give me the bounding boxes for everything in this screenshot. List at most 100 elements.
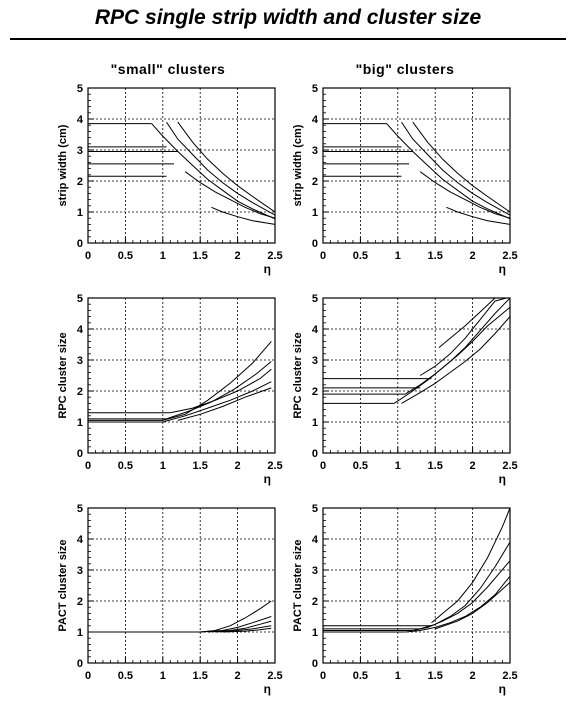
- x-tick-label: 2: [470, 250, 476, 262]
- series-line-5: [222, 627, 272, 633]
- series-line-3: [419, 298, 507, 376]
- column-title-big: "big" clusters: [355, 61, 455, 77]
- x-tick-label: 1.5: [193, 250, 208, 262]
- y-tick-label: 0: [312, 448, 318, 460]
- x-tick-label: 2.5: [502, 250, 517, 262]
- x-tick-label: 0.5: [118, 670, 133, 682]
- series-line-3: [207, 620, 272, 633]
- plot-frame: [322, 87, 511, 244]
- x-tick-label: 0: [85, 250, 91, 262]
- x-axis-label: η: [264, 682, 271, 696]
- series-line-7: [184, 171, 275, 219]
- series-line-0: [88, 341, 272, 421]
- y-tick-label: 2: [77, 386, 83, 398]
- series-line-3: [401, 121, 510, 216]
- x-axis-label: η: [264, 472, 271, 486]
- chart-panel-strip-width-big: 0 0.5 1 1.5 2 2.5 0 1 2 3 4 5 η strip width (cm): [292, 83, 518, 276]
- series-line-3: [166, 121, 275, 216]
- y-tick-label: 3: [312, 145, 318, 157]
- y-tick-label: 3: [77, 145, 83, 157]
- y-tick-label: 3: [77, 565, 83, 577]
- x-tick-label: 0.5: [353, 460, 368, 472]
- x-tick-label: 0: [320, 460, 326, 472]
- x-axis-label: η: [499, 682, 506, 696]
- y-axis-label: strip width (cm): [292, 124, 304, 206]
- chart-panel-strip-width-small: 0 0.5 1 1.5 2 2.5 0 1 2 3 4 5 η strip width (cm): [57, 83, 283, 276]
- series-line-1: [151, 123, 275, 220]
- title-divider: [10, 38, 566, 40]
- y-tick-label: 3: [312, 355, 318, 367]
- y-tick-label: 0: [312, 238, 318, 250]
- series-line-7: [393, 306, 510, 404]
- x-tick-label: 0: [85, 460, 91, 472]
- x-tick-label: 2.5: [502, 460, 517, 472]
- y-tick-label: 1: [77, 207, 83, 219]
- y-tick-label: 1: [77, 417, 83, 429]
- x-tick-label: 1: [160, 670, 166, 682]
- y-tick-label: 1: [312, 417, 318, 429]
- y-axis-label: strip width (cm): [57, 124, 69, 206]
- x-tick-label: 1.5: [428, 670, 443, 682]
- series-line-8: [435, 582, 510, 630]
- y-tick-label: 5: [312, 83, 318, 95]
- x-tick-label: 2: [470, 460, 476, 472]
- x-tick-label: 2.5: [267, 670, 282, 682]
- x-tick-label: 0.5: [353, 670, 368, 682]
- series-line-5: [177, 121, 275, 213]
- x-tick-label: 2: [235, 670, 241, 682]
- y-tick-label: 0: [312, 658, 318, 670]
- y-tick-label: 3: [312, 565, 318, 577]
- x-tick-label: 1: [160, 460, 166, 472]
- x-axis-label: η: [499, 262, 506, 276]
- plot-frame: [322, 297, 511, 454]
- plot-frame: [87, 507, 276, 664]
- series-line-1: [386, 123, 510, 220]
- x-tick-label: 0: [85, 670, 91, 682]
- series-line-9: [446, 206, 510, 225]
- series-line-4: [177, 387, 272, 421]
- page-title: RPC single strip width and cluster size: [94, 6, 482, 29]
- chart-panel-pact-cluster-small: 0 0.5 1 1.5 2 2.5 0 1 2 3 4 5 η PACT cluster size: [57, 503, 283, 696]
- series-line-8: [401, 316, 510, 404]
- y-tick-label: 3: [77, 355, 83, 367]
- x-tick-label: 1.5: [193, 670, 208, 682]
- y-tick-label: 5: [77, 293, 83, 305]
- x-tick-label: 1: [395, 670, 401, 682]
- y-tick-label: 2: [312, 176, 318, 188]
- y-tick-label: 5: [77, 503, 83, 515]
- series-line-1: [438, 298, 507, 348]
- x-tick-label: 0: [320, 250, 326, 262]
- x-axis-label: η: [264, 262, 271, 276]
- x-tick-label: 1: [395, 250, 401, 262]
- series-line-4: [215, 625, 272, 633]
- series-line-7: [419, 171, 510, 219]
- x-tick-label: 2: [470, 670, 476, 682]
- x-tick-label: 2: [235, 250, 241, 262]
- x-tick-label: 1.5: [428, 250, 443, 262]
- y-tick-label: 4: [312, 534, 319, 546]
- series-line-7: [405, 575, 510, 633]
- x-tick-label: 0: [320, 670, 326, 682]
- y-tick-label: 4: [77, 324, 84, 336]
- x-tick-label: 0.5: [118, 460, 133, 472]
- y-tick-label: 5: [312, 293, 318, 305]
- y-tick-label: 5: [77, 83, 83, 95]
- y-tick-label: 2: [77, 596, 83, 608]
- y-tick-label: 2: [312, 596, 318, 608]
- series-line-5: [412, 121, 510, 213]
- x-tick-label: 2.5: [267, 250, 282, 262]
- y-tick-label: 4: [77, 114, 84, 126]
- x-tick-label: 1.5: [193, 460, 208, 472]
- x-axis-label: η: [499, 472, 506, 486]
- column-title-small: "small" clusters: [110, 61, 226, 77]
- y-tick-label: 4: [312, 114, 319, 126]
- x-tick-label: 1: [160, 250, 166, 262]
- y-tick-label: 1: [312, 627, 318, 639]
- plot-frame: [322, 507, 511, 664]
- plot-frame: [87, 297, 276, 454]
- chart-panel-rpc-cluster-small: 0 0.5 1 1.5 2 2.5 0 1 2 3 4 5 η RPC cluster size: [57, 293, 283, 486]
- y-tick-label: 2: [312, 386, 318, 398]
- x-tick-label: 0.5: [118, 250, 133, 262]
- y-tick-label: 4: [312, 324, 319, 336]
